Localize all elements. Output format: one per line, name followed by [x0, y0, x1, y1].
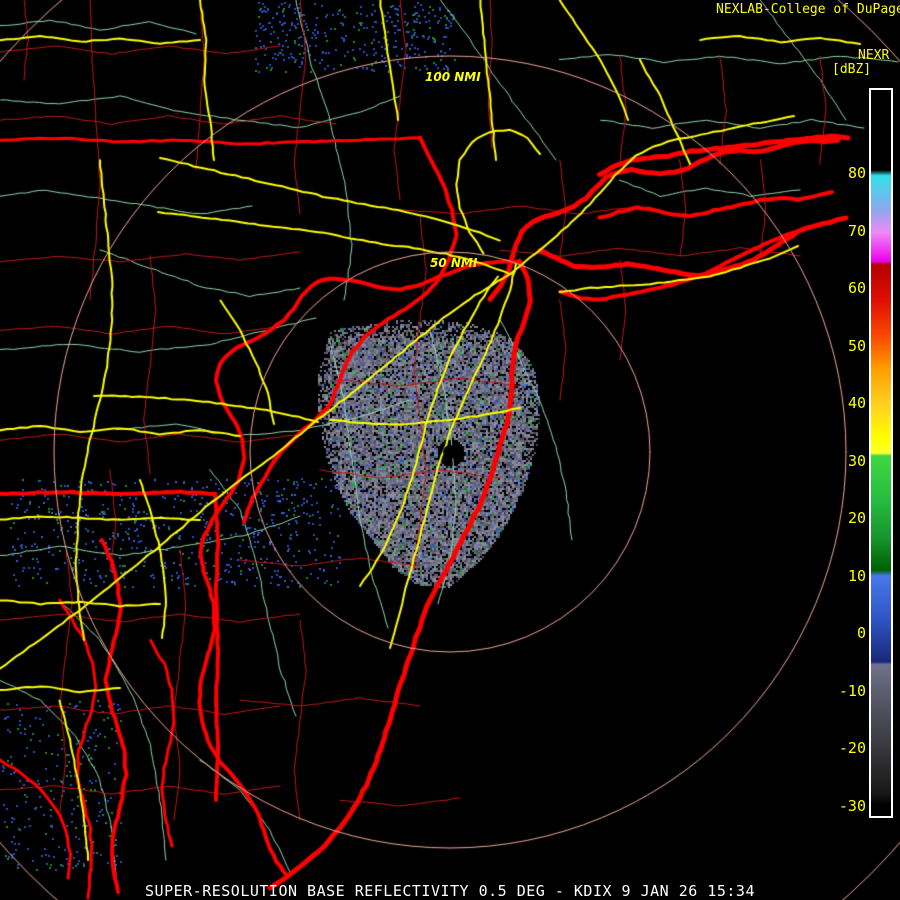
colorbar-tick-60: 60 [847, 279, 866, 298]
colorbar-tick-50: 50 [847, 336, 866, 355]
colorbar-tick-70: 70 [847, 221, 866, 240]
colorbar-tick-30: 30 [847, 451, 866, 470]
colorbar-tick-40: 40 [847, 394, 866, 413]
colorbar-gradient [871, 90, 891, 816]
colorbar-tick-20: 20 [847, 509, 866, 528]
colorbar-tick-labels: 80 70 60 50 40 30 20 10 0 -10 -20 -30 [820, 88, 866, 818]
colorbar-tick-10: 10 [847, 566, 866, 585]
colorbar-tick-neg30: -30 [838, 796, 866, 815]
colorbar-tick-0: 0 [856, 624, 866, 643]
colorbar-tick-80: 80 [847, 164, 866, 183]
colorbar-tick-neg20: -20 [838, 739, 866, 758]
colorbar-tick-neg10: -10 [838, 681, 866, 700]
reflectivity-colorbar[interactable] [869, 88, 893, 818]
